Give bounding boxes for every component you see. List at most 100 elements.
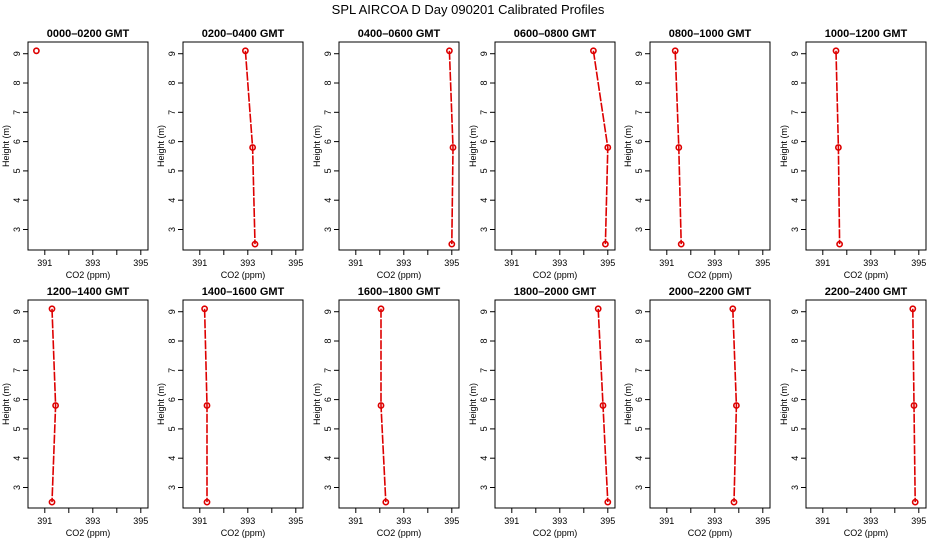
figure-title: SPL AIRCOA D Day 090201 Calibrated Profi… xyxy=(332,2,605,17)
x-tick-label: 391 xyxy=(348,258,363,268)
x-axis-label: CO2 (ppm) xyxy=(688,528,733,538)
x-axis-label: CO2 (ppm) xyxy=(844,528,889,538)
x-tick-label: 391 xyxy=(37,258,52,268)
y-tick-label: 7 xyxy=(479,368,489,373)
y-tick-label: 5 xyxy=(167,168,177,173)
y-tick-label: 4 xyxy=(790,198,800,203)
y-tick-label: 4 xyxy=(167,456,177,461)
y-tick-label: 9 xyxy=(634,309,644,314)
plot-frame xyxy=(338,299,460,509)
y-tick-label: 3 xyxy=(634,485,644,490)
y-tick-label: 9 xyxy=(790,51,800,56)
data-point xyxy=(241,47,249,55)
data-point xyxy=(33,47,40,55)
y-tick-label: 7 xyxy=(790,368,800,373)
profile-line xyxy=(448,50,454,245)
chart-panel: 0400–0600 GMT 391 393 395 3 4 5 6 7 8 9 CO2 (ppm) He… xyxy=(312,28,460,280)
y-tick-label: 4 xyxy=(323,456,333,461)
chart-panel: 1800–2000 GMT 391 393 395 3 4 5 6 7 8 9 CO2 (ppm) He… xyxy=(468,286,616,538)
y-tick-label: 7 xyxy=(167,110,177,115)
y-axis-label: Height (m) xyxy=(312,125,322,167)
chart-panel: 0600–0800 GMT 391 393 395 3 4 5 6 7 8 9 CO2 (ppm) He… xyxy=(468,28,616,280)
y-tick-label: 3 xyxy=(479,485,489,490)
y-tick-label: 8 xyxy=(12,81,22,86)
x-axis-label: CO2 (ppm) xyxy=(221,270,266,280)
plot-frame xyxy=(182,41,304,251)
x-tick-label: 395 xyxy=(600,516,615,526)
y-tick-label: 8 xyxy=(167,339,177,344)
panel-title: 1200–1400 GMT xyxy=(47,286,130,298)
x-tick-label: 391 xyxy=(504,258,519,268)
chart-panel: 0000–0200 GMT 391 393 395 3 4 5 6 7 8 9 CO2 (ppm) He… xyxy=(1,28,149,280)
y-tick-label: 7 xyxy=(634,110,644,115)
y-tick-label: 5 xyxy=(479,426,489,431)
profile-line xyxy=(674,50,682,245)
chart-panel: 1000–1200 GMT 391 393 395 3 4 5 6 7 8 9 CO2 (ppm) He… xyxy=(779,28,927,280)
y-tick-label: 8 xyxy=(479,81,489,86)
data-point xyxy=(52,402,59,409)
y-tick-label: 6 xyxy=(323,397,333,402)
data-point xyxy=(203,498,211,506)
x-tick-label: 391 xyxy=(192,258,207,268)
y-tick-label: 5 xyxy=(167,426,177,431)
plot-frame xyxy=(27,41,149,251)
profile-line xyxy=(592,50,609,245)
y-tick-label: 9 xyxy=(323,309,333,314)
y-axis-label: Height (m) xyxy=(623,125,633,167)
panel-title: 2000–2200 GMT xyxy=(669,286,752,298)
data-point xyxy=(677,240,685,248)
data-point xyxy=(48,305,56,313)
y-tick-label: 4 xyxy=(790,456,800,461)
y-tick-label: 3 xyxy=(323,227,333,232)
data-point xyxy=(730,498,738,506)
y-tick-label: 3 xyxy=(790,485,800,490)
profile-line xyxy=(244,50,256,245)
x-tick-label: 391 xyxy=(659,258,674,268)
chart-panel: 2200–2400 GMT 391 393 395 3 4 5 6 7 8 9 CO2 (ppm) He… xyxy=(779,286,927,538)
data-point xyxy=(911,498,919,506)
x-axis-label: CO2 (ppm) xyxy=(688,270,733,280)
x-axis-label: CO2 (ppm) xyxy=(377,270,422,280)
plot-frame xyxy=(494,41,616,251)
y-tick-label: 8 xyxy=(790,339,800,344)
data-point xyxy=(909,305,917,313)
panel-title: 1600–1800 GMT xyxy=(358,286,441,298)
panel-title: 2200–2400 GMT xyxy=(825,286,908,298)
y-tick-label: 8 xyxy=(323,81,333,86)
y-tick-label: 8 xyxy=(790,81,800,86)
y-tick-label: 4 xyxy=(12,198,22,203)
y-tick-label: 9 xyxy=(12,309,22,314)
y-tick-label: 8 xyxy=(479,339,489,344)
profile-line xyxy=(912,308,916,503)
x-tick-label: 391 xyxy=(815,516,830,526)
data-point xyxy=(675,144,683,151)
plot-frame xyxy=(649,41,771,251)
plot-frame xyxy=(805,41,927,251)
y-tick-label: 9 xyxy=(479,51,489,56)
x-axis-label: CO2 (ppm) xyxy=(533,528,578,538)
y-tick-label: 5 xyxy=(323,168,333,173)
y-tick-label: 5 xyxy=(479,168,489,173)
chart-panel: 1400–1600 GMT 391 393 395 3 4 5 6 7 8 9 CO2 (ppm) He… xyxy=(156,286,304,538)
y-tick-label: 7 xyxy=(790,110,800,115)
x-tick-label: 395 xyxy=(600,258,615,268)
data-point xyxy=(599,402,607,409)
plot-frame xyxy=(649,299,771,509)
panel-title: 0200–0400 GMT xyxy=(202,28,285,40)
y-tick-label: 4 xyxy=(167,198,177,203)
y-tick-label: 8 xyxy=(12,339,22,344)
y-tick-label: 9 xyxy=(479,309,489,314)
y-tick-label: 9 xyxy=(634,51,644,56)
chart-panel: 1600–1800 GMT 391 393 395 3 4 5 6 7 8 9 CO2 (ppm) He… xyxy=(312,286,460,538)
x-tick-label: 395 xyxy=(755,516,770,526)
data-point xyxy=(251,240,259,248)
y-axis-label: Height (m) xyxy=(156,383,166,425)
y-tick-label: 9 xyxy=(167,51,177,56)
x-axis-label: CO2 (ppm) xyxy=(377,528,422,538)
y-tick-label: 6 xyxy=(790,139,800,144)
y-tick-label: 3 xyxy=(167,227,177,232)
profile-line xyxy=(380,308,387,503)
x-tick-label: 395 xyxy=(288,258,303,268)
